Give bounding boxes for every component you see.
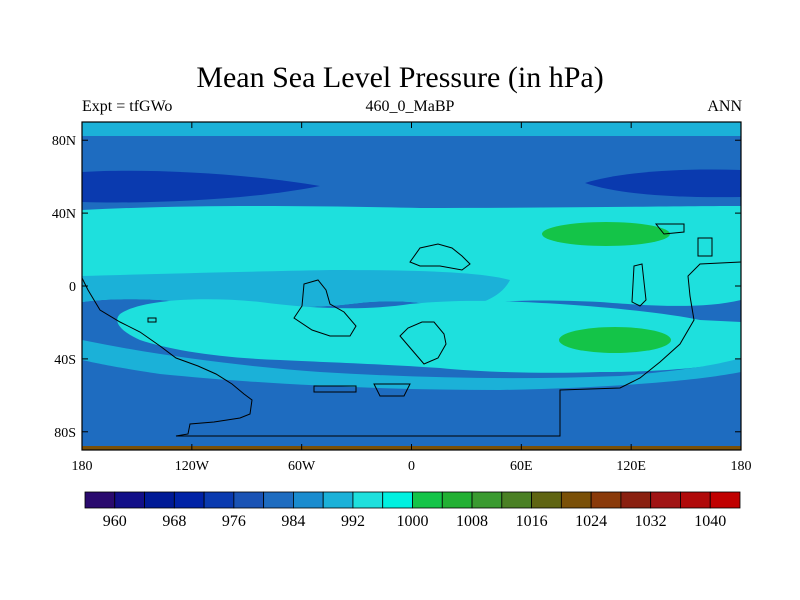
small-islet-outline	[147, 317, 157, 323]
colorbar-swatch	[412, 491, 443, 509]
colorbar-swatch	[501, 491, 532, 509]
northeast-island-outline	[654, 223, 685, 235]
colorbar-label: 992	[341, 513, 365, 530]
field-equatorial-trough	[82, 270, 510, 307]
colorbar-swatch	[650, 491, 681, 509]
colorbar-label: 1008	[456, 513, 488, 530]
east-island-outline	[631, 263, 647, 307]
lat-tick-label: 80S	[54, 426, 76, 441]
plot-title: Mean Sea Level Pressure (in hPa)	[196, 61, 604, 94]
colorbar-swatch	[114, 491, 145, 509]
continent-outlines	[82, 223, 741, 437]
lat-tick-label: 0	[69, 280, 76, 295]
colorbar-swatch	[709, 491, 741, 509]
colorbar-swatch	[471, 491, 503, 509]
east-islet-outline	[697, 237, 713, 257]
lon-tick-label: 120E	[616, 459, 646, 474]
lat-tick-label: 40N	[52, 207, 76, 222]
colorbar-label: 1016	[516, 513, 548, 530]
lon-tick-label: 60E	[510, 459, 533, 474]
season-label: ANN	[707, 98, 742, 115]
latitude-axis: 80N 40N 0 40S 80S	[52, 134, 741, 441]
lat-tick-label: 80N	[52, 134, 76, 149]
colorbar-swatch	[382, 491, 413, 509]
field-high-south	[559, 327, 671, 353]
colorbar-swatch	[233, 491, 265, 509]
colorbar-label: 968	[162, 513, 186, 530]
colorbar-swatch	[620, 491, 652, 509]
longitude-axis: 180 120W 60W 0 60E 120E 180	[72, 122, 752, 474]
experiment-label: Expt = tfGWo	[82, 98, 173, 115]
field-north-polar	[82, 122, 741, 136]
colorbar-label: 976	[222, 513, 246, 530]
colorbar-label: 984	[281, 513, 305, 530]
colorbar: 960 968 976 984 992 1000 1008 1016 1024 1032 1040	[84, 491, 741, 530]
colorbar-label: 960	[103, 513, 127, 530]
colorbar-swatch	[531, 491, 562, 509]
lon-tick-label: 180	[731, 459, 752, 474]
field-high-north	[542, 222, 670, 246]
south-strip-outline-b	[373, 383, 411, 397]
lon-tick-label: 180	[72, 459, 93, 474]
colorbar-label: 1032	[635, 513, 667, 530]
colorbar-swatch	[144, 491, 175, 509]
lon-tick-label: 120W	[175, 459, 210, 474]
gondwana-coast-outline	[82, 261, 741, 437]
field-south-high-band	[117, 299, 741, 373]
lon-tick-label: 0	[408, 459, 415, 474]
colorbar-label: 1040	[694, 513, 726, 530]
colorbar-swatch	[590, 491, 622, 509]
center-landmass-outline	[399, 321, 447, 365]
west-landmass-outline	[293, 279, 357, 337]
colorbar-swatch	[560, 491, 592, 509]
colorbar-swatch	[293, 491, 324, 509]
colorbar-swatch	[263, 491, 294, 509]
field-low-nw	[82, 170, 320, 203]
south-strip-outline-a	[313, 385, 357, 393]
field-low-ne	[585, 169, 741, 198]
north-landmass-outline	[409, 243, 471, 271]
map-plot-area	[82, 122, 741, 450]
colorbar-swatch	[84, 491, 116, 509]
colorbar-swatch	[322, 491, 354, 509]
colorbar-swatch	[203, 491, 235, 509]
colorbar-swatch	[173, 491, 205, 509]
colorbar-swatch	[441, 491, 473, 509]
lon-tick-label: 60W	[288, 459, 316, 474]
colorbar-label: 1000	[397, 513, 429, 530]
field-south-transition	[82, 340, 741, 390]
colorbar-label: 1024	[575, 513, 607, 530]
colorbar-swatch	[680, 491, 711, 509]
time-label: 460_0_MaBP	[365, 98, 455, 115]
lat-tick-label: 40S	[54, 353, 76, 368]
colorbar-swatch	[352, 491, 384, 509]
